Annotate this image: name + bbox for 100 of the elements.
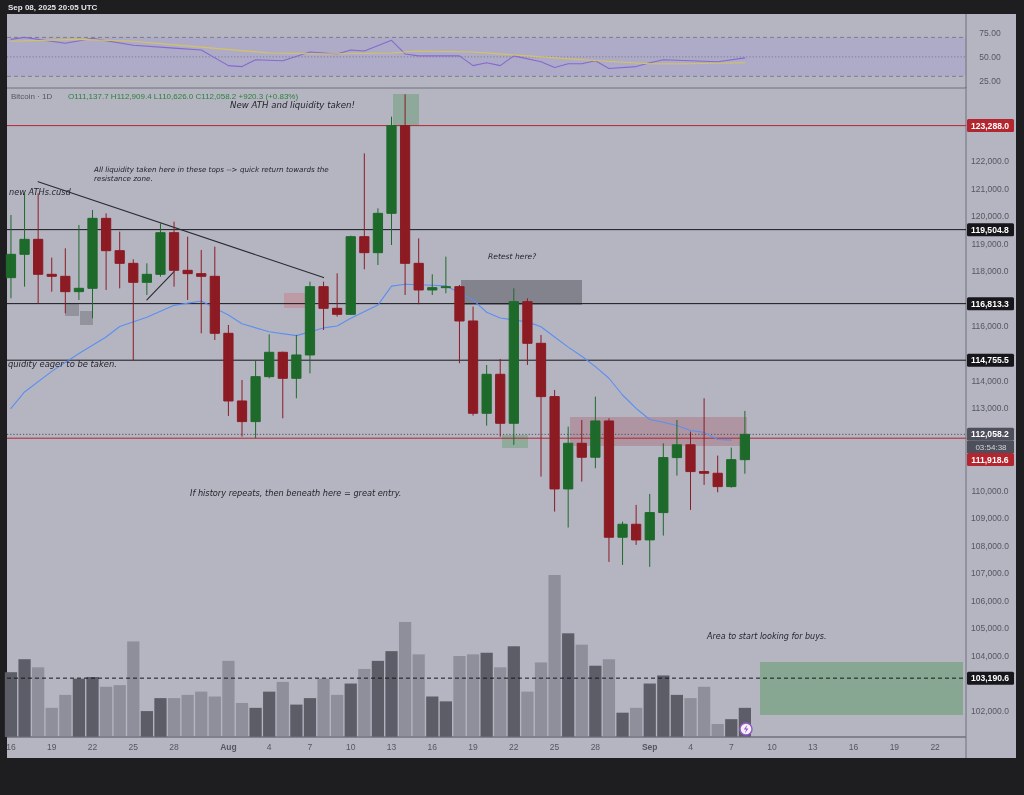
bar <box>507 646 520 737</box>
x-tick-label: 28 <box>169 742 180 752</box>
candlestick <box>318 281 329 331</box>
candlestick <box>631 504 642 546</box>
annotation: new ATHs.cusd <box>9 187 72 197</box>
candlestick <box>671 419 683 477</box>
bar <box>276 681 289 737</box>
annotation: New ATH and liquidity taken! <box>230 100 355 110</box>
candlestick <box>467 306 479 417</box>
candlestick <box>372 207 384 266</box>
candlestick <box>114 231 125 289</box>
bar <box>480 652 493 737</box>
x-tick-label: 25 <box>549 742 560 752</box>
bar <box>398 621 412 737</box>
y-tick-label: 122,000.0 <box>971 156 1010 167</box>
candlestick <box>535 334 547 478</box>
candlestick <box>168 221 180 288</box>
ref-line-label: 103,190.6 <box>970 673 1010 684</box>
candlestick <box>617 521 628 566</box>
candlestick <box>685 431 696 511</box>
bar <box>670 694 684 737</box>
y-tick-label: 119,000.0 <box>971 238 1009 249</box>
annotation: quidity eager to be taken. <box>8 359 117 369</box>
x-tick-label: 19 <box>468 742 479 752</box>
annotation: Area to start looking for buys. <box>706 632 827 641</box>
bar <box>167 698 181 737</box>
y-tick-label: 120,000.0 <box>971 211 1010 222</box>
candlestick <box>576 419 587 483</box>
line-series <box>10 283 732 441</box>
candlestick <box>712 455 723 493</box>
x-tick-label: 22 <box>930 742 941 752</box>
text: 03:54:38 <box>975 443 1008 452</box>
candlestick <box>345 235 356 316</box>
y-tick-label: 102,000.0 <box>971 705 1010 716</box>
y-tick-label: 107,000.0 <box>971 568 1010 579</box>
y-tick-label: 116,000.0 <box>971 320 1009 331</box>
candlestick <box>359 152 370 270</box>
ref-line-label: 119,504.8 <box>971 224 1010 235</box>
x-tick-label: 4 <box>266 742 272 752</box>
y-tick-label: 121,000.0 <box>971 183 1010 194</box>
bar <box>290 704 303 737</box>
candlestick <box>304 281 316 374</box>
candlestick <box>726 447 737 489</box>
candlestick <box>60 247 71 314</box>
y-tick-label: 50.00 <box>979 51 1001 62</box>
y-tick-label: 25.00 <box>979 76 1001 87</box>
ref-line-label: 111,918.6 <box>971 454 1009 465</box>
y-tick-label: 108,000.0 <box>971 540 1010 551</box>
candlestick <box>522 297 533 366</box>
bar <box>439 701 452 737</box>
candlestick <box>563 426 574 529</box>
candlestick <box>128 258 139 361</box>
candlestick <box>549 389 560 513</box>
chart-title: Bitcoin · 1D <box>11 92 53 101</box>
candlestick <box>264 333 275 379</box>
bar <box>412 654 425 737</box>
annotation: If history repeats, then beneath here = great entry. <box>190 488 402 498</box>
candlestick <box>644 493 655 568</box>
x-tick-label: 25 <box>128 742 139 752</box>
candlestick <box>332 272 343 318</box>
x-tick-label: 7 <box>728 742 734 752</box>
bar <box>303 698 317 737</box>
bar <box>426 696 439 737</box>
candlestick <box>223 324 234 417</box>
ref-line-label: 112,058.2 <box>971 429 1010 440</box>
text: Sep 08, 2025 20:05 UTC <box>8 3 98 12</box>
bar <box>99 686 113 737</box>
ref-line-label: 123,288.0 <box>970 120 1010 131</box>
candlestick <box>454 284 465 364</box>
x-tick-label: 10 <box>346 742 356 752</box>
ref-line-label: 114,755.5 <box>971 355 1010 366</box>
candlestick <box>658 442 669 537</box>
x-tick-label: 22 <box>509 742 519 752</box>
x-tick-label: 13 <box>808 742 818 752</box>
x-tick-label: 28 <box>590 742 601 752</box>
candlestick <box>427 273 438 296</box>
y-tick-label: 109,000.0 <box>971 513 1010 524</box>
chart-subtitle: O111,137.7 H112,909.4 L110,626.0 C112,058.2 +920.3 (+0.83%) <box>68 92 299 101</box>
bar <box>562 633 575 737</box>
candlestick <box>100 212 112 291</box>
candlestick <box>386 116 397 246</box>
candlestick <box>399 93 411 296</box>
candlestick <box>495 358 506 438</box>
x-tick-label: 13 <box>386 742 397 752</box>
y-tick-label: 114,000.0 <box>971 375 1009 386</box>
bar <box>32 667 45 737</box>
x-tick-label: Aug <box>220 742 237 752</box>
bar <box>358 668 371 737</box>
x-tick-label: 22 <box>87 742 98 752</box>
bar <box>630 707 643 737</box>
candlestick <box>440 256 451 294</box>
bar <box>616 712 629 737</box>
y-tick-label: 105,000.0 <box>971 623 1010 634</box>
x-tick-label: 10 <box>767 742 778 752</box>
candlestick <box>73 224 85 301</box>
x-tick-label: 19 <box>47 742 57 752</box>
candlestick <box>209 246 220 341</box>
y-tick-label: 75.00 <box>979 27 1001 38</box>
y-tick-label: 118,000.0 <box>971 266 1009 276</box>
candlestick <box>46 257 57 293</box>
